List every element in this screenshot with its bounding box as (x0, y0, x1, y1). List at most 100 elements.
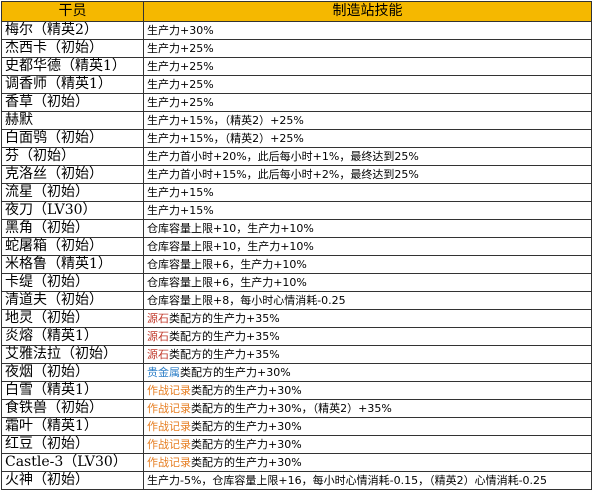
skill-text: 生产力+25% (147, 60, 214, 73)
operator-cell: 艾雅法拉（初始） (1, 345, 144, 364)
table-row: 芬（初始） 生产力首小时+20%，此后每小时+1%，最终达到25% (1, 147, 592, 166)
skill-cell: 生产力+15%，（精英2）+25% (143, 129, 592, 148)
operator-cell: 梅尔（精英2） (1, 21, 144, 40)
operator-cell: Castle-3（LV30） (1, 453, 144, 472)
skill-keyword: 作战记录 (147, 438, 191, 451)
table-row: 地灵（初始） 源石类配方的生产力+35% (1, 309, 592, 328)
table-row: 赫默 生产力+15%，（精英2）+25% (1, 111, 592, 130)
skill-text: 生产力+25% (147, 78, 214, 91)
skill-cell: 生产力+15% (143, 183, 592, 202)
skill-cell: 源石类配方的生产力+35% (143, 345, 592, 364)
table-row: 食铁兽（初始） 作战记录类配方的生产力+30%，（精英2）+35% (1, 399, 592, 418)
table-row: 清道夫（初始） 仓库容量上限+8，每小时心情消耗-0.25 (1, 291, 592, 310)
table-row: 艾雅法拉（初始） 源石类配方的生产力+35% (1, 345, 592, 364)
skill-cell: 生产力首小时+15%，此后每小时+2%，最终达到25% (143, 165, 592, 184)
table-row: 炎熔（精英1） 源石类配方的生产力+35% (1, 327, 592, 346)
skill-text: 生产力首小时+20%，此后每小时+1%，最终达到25% (147, 150, 419, 163)
table-row: 火神（初始） 生产力-5%，仓库容量上限+16，每小时心情消耗-0.15，（精英2… (1, 471, 592, 490)
skill-cell: 作战记录类配方的生产力+30% (143, 453, 592, 472)
table-row: 蛇屠箱（初始） 仓库容量上限+10，生产力+10% (1, 237, 592, 256)
table-row: 白雪（精英1） 作战记录类配方的生产力+30% (1, 381, 592, 400)
table-row: 白面鸮（初始） 生产力+15%，（精英2）+25% (1, 129, 592, 148)
skill-text: 生产力+25% (147, 96, 214, 109)
skill-text: 类配方的生产力+30% (191, 420, 302, 433)
operator-cell: 夜烟（初始） (1, 363, 144, 382)
skill-cell: 作战记录类配方的生产力+30%，（精英2）+35% (143, 399, 592, 418)
operator-cell: 流星（初始） (1, 183, 144, 202)
skill-text: 生产力+15%，（精英2）+25% (147, 114, 304, 127)
skill-text: 生产力-5%，仓库容量上限+16，每小时心情消耗-0.15，（精英2）心情消耗-… (147, 474, 548, 487)
skill-text: 生产力+15% (147, 186, 214, 199)
operator-cell: 火神（初始） (1, 471, 144, 490)
operator-cell: 赫默 (1, 111, 144, 130)
skill-text: 类配方的生产力+35% (169, 330, 280, 343)
skill-cell: 作战记录类配方的生产力+30% (143, 435, 592, 454)
table-row: 米格鲁（精英1） 仓库容量上限+6，生产力+10% (1, 255, 592, 274)
skill-cell: 生产力+25% (143, 57, 592, 76)
skill-keyword: 作战记录 (147, 420, 191, 433)
operator-cell: 芬（初始） (1, 147, 144, 166)
table-row: 夜刀（LV30） 生产力+15% (1, 201, 592, 220)
skill-text: 类配方的生产力+35% (169, 312, 280, 325)
table-row: 史都华德（精英1） 生产力+25% (1, 57, 592, 76)
table-row: 夜烟（初始） 贵金属类配方的生产力+30% (1, 363, 592, 382)
skill-text: 生产力+25% (147, 42, 214, 55)
operator-cell: 黑角（初始） (1, 219, 144, 238)
operator-cell: 红豆（初始） (1, 435, 144, 454)
skill-cell: 仓库容量上限+10，生产力+10% (143, 237, 592, 256)
table-row: 调香师（精英1） 生产力+25% (1, 75, 592, 94)
skill-text: 生产力+15%，（精英2）+25% (147, 132, 304, 145)
table-row: 香草（初始） 生产力+25% (1, 93, 592, 112)
operator-cell: 克洛丝（初始） (1, 165, 144, 184)
header-operator: 干员 (1, 1, 144, 22)
skill-keyword: 源石 (147, 330, 169, 343)
skill-text: 类配方的生产力+30%，（精英2）+35% (191, 402, 392, 415)
skill-cell: 生产力-5%，仓库容量上限+16，每小时心情消耗-0.15，（精英2）心情消耗-… (143, 471, 592, 490)
skill-text: 仓库容量上限+8，每小时心情消耗-0.25 (147, 294, 346, 307)
skill-text: 类配方的生产力+30% (191, 438, 302, 451)
operator-cell: 霜叶（精英1） (1, 417, 144, 436)
skill-keyword: 作战记录 (147, 456, 191, 469)
operator-cell: 白面鸮（初始） (1, 129, 144, 148)
skill-text: 类配方的生产力+30% (180, 366, 291, 379)
table-row: 黑角（初始） 仓库容量上限+10，生产力+10% (1, 219, 592, 238)
skill-cell: 仓库容量上限+6，生产力+10% (143, 255, 592, 274)
table-row: 霜叶（精英1） 作战记录类配方的生产力+30% (1, 417, 592, 436)
skill-cell: 生产力+25% (143, 93, 592, 112)
skill-cell: 源石类配方的生产力+35% (143, 309, 592, 328)
table-row: Castle-3（LV30） 作战记录类配方的生产力+30% (1, 453, 592, 472)
operator-cell: 香草（初始） (1, 93, 144, 112)
skill-cell: 生产力首小时+20%，此后每小时+1%，最终达到25% (143, 147, 592, 166)
header-skill: 制造站技能 (143, 1, 592, 22)
operator-cell: 白雪（精英1） (1, 381, 144, 400)
operator-cell: 卡缇（初始） (1, 273, 144, 292)
skill-keyword: 作战记录 (147, 402, 191, 415)
skill-keyword: 贵金属 (147, 366, 180, 379)
skill-cell: 仓库容量上限+8，每小时心情消耗-0.25 (143, 291, 592, 310)
skill-text: 仓库容量上限+10，生产力+10% (147, 222, 314, 235)
operator-cell: 蛇屠箱（初始） (1, 237, 144, 256)
skill-cell: 仓库容量上限+6，生产力+10% (143, 273, 592, 292)
operator-cell: 食铁兽（初始） (1, 399, 144, 418)
skill-cell: 生产力+25% (143, 75, 592, 94)
skill-keyword: 源石 (147, 348, 169, 361)
skill-cell: 生产力+25% (143, 39, 592, 58)
skill-cell: 生产力+15% (143, 201, 592, 220)
skill-cell: 仓库容量上限+10，生产力+10% (143, 219, 592, 238)
factory-skill-table: 干员 制造站技能 梅尔（精英2） 生产力+30% 杰西卡（初始） 生产力+25% 史都华… (1, 1, 592, 490)
table-row: 克洛丝（初始） 生产力首小时+15%，此后每小时+2%，最终达到25% (1, 165, 592, 184)
table-row: 流星（初始） 生产力+15% (1, 183, 592, 202)
operator-cell: 夜刀（LV30） (1, 201, 144, 220)
skill-text: 生产力+30% (147, 24, 214, 37)
table-body: 梅尔（精英2） 生产力+30% 杰西卡（初始） 生产力+25% 史都华德（精英1） 生产力… (1, 21, 592, 490)
operator-cell: 地灵（初始） (1, 309, 144, 328)
skill-cell: 生产力+30% (143, 21, 592, 40)
skill-text: 生产力+15% (147, 204, 214, 217)
skill-text: 仓库容量上限+6，生产力+10% (147, 276, 307, 289)
operator-cell: 米格鲁（精英1） (1, 255, 144, 274)
skill-cell: 作战记录类配方的生产力+30% (143, 381, 592, 400)
skill-text: 类配方的生产力+30% (191, 384, 302, 397)
skill-text: 仓库容量上限+6，生产力+10% (147, 258, 307, 271)
skill-keyword: 作战记录 (147, 384, 191, 397)
skill-text: 类配方的生产力+30% (191, 456, 302, 469)
